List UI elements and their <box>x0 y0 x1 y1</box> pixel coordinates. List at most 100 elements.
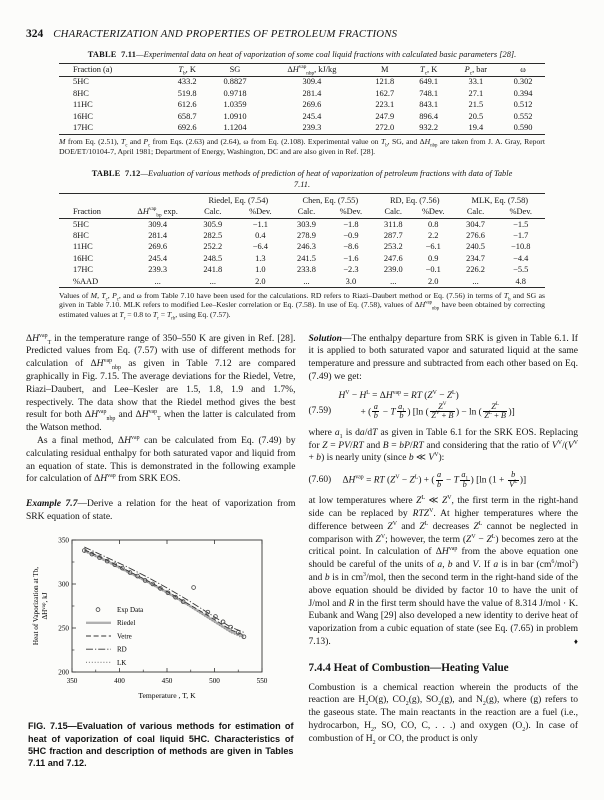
group-header-cell: Chen, Eq. (7.55) <box>302 195 359 205</box>
group-header-cell: MLK, Eq. (7.58) <box>471 195 529 205</box>
data-cell: 0.9718 <box>223 88 247 98</box>
table-7-11-block: TABLE 7.11—Experimental data on heat of … <box>59 50 545 156</box>
paragraph-low-temperatures: at low temperatures where ZL ≪ ZV, the f… <box>308 495 579 648</box>
data-cell: 0.8827 <box>223 77 247 87</box>
svg-text:200: 200 <box>58 668 69 676</box>
data-cell: −4.4 <box>513 253 529 263</box>
table-header-row: Fraction ΔHvapbp exp. Calc. %Dev. Calc. %Dev.… <box>59 206 545 219</box>
data-cell: 692.6 <box>177 122 197 132</box>
data-cell: 16HC <box>73 111 94 121</box>
y-axis-label-line1: Heat of Vaporization at Tb, <box>32 566 40 644</box>
data-cell: 305.9 <box>203 219 223 229</box>
y-axis-label-line2: ΔHvap, kJ <box>41 592 49 619</box>
equation-7-59: HV − HL = ΔHvap = RT (ZV − ZL) (7.59) + … <box>309 390 579 421</box>
svg-text:400: 400 <box>114 677 125 685</box>
running-head: 324 CHARACTERIZATION AND PROPERTIES OF P… <box>26 28 578 40</box>
data-cell: 248.5 <box>203 253 223 263</box>
data-cell: 121.8 <box>375 77 395 87</box>
data-cell: 0.302 <box>513 77 533 87</box>
header-cell: %Dev. <box>496 206 545 219</box>
axes: 350 400 450 500 550 200 250 300 350 <box>58 536 268 685</box>
data-cell: −8.6 <box>343 242 359 252</box>
table-row: 17HC 239.3 241.8 1.0 233.8 −2.3 239.0 −0.1 226.2… <box>59 265 545 276</box>
table-7-11-title: TABLE 7.11—Experimental data on heat of … <box>87 50 517 59</box>
legend: Exp Data Riedel Vetre RD LK <box>86 606 144 666</box>
data-cell: −1.8 <box>343 219 359 229</box>
svg-text:550: 550 <box>257 677 268 685</box>
paragraph-solution: Solution—The enthalpy departure from SRK… <box>308 332 579 382</box>
header-cell: Tb, K <box>165 63 210 77</box>
data-cell: −6.4 <box>252 242 268 252</box>
header-cell: %Dev. <box>411 206 455 219</box>
data-cell: 433.2 <box>177 77 197 87</box>
data-cell: 223.1 <box>375 100 395 110</box>
paragraph-combustion: Combustion is a chemical reaction wherei… <box>308 681 579 746</box>
data-cell: −0.1 <box>425 265 441 275</box>
data-cell: 269.6 <box>302 100 322 110</box>
data-cell: 8HC <box>73 230 89 240</box>
data-cell: 2.0 <box>427 276 439 286</box>
data-cell: 4.8 <box>515 276 526 286</box>
header-cell: Calc. <box>374 206 412 219</box>
data-cell: 162.7 <box>375 88 395 98</box>
data-cell: 843.1 <box>419 100 439 110</box>
data-cell: 282.5 <box>203 230 223 240</box>
series-lk <box>84 550 245 639</box>
plot-frame <box>71 539 263 673</box>
data-cell: 658.7 <box>177 111 197 121</box>
data-cell: 272.0 <box>375 122 395 132</box>
table-7-12-title: TABLE 7.12—Evaluation of various methods… <box>91 169 513 189</box>
group-header-cell: RD, Eq. (7.56) <box>389 195 440 205</box>
svg-text:250: 250 <box>58 624 69 632</box>
data-cell: 11HC <box>73 242 93 252</box>
series-rd <box>84 546 245 633</box>
data-cell: 245.4 <box>302 111 322 121</box>
header-cell: Tc, K <box>406 63 451 77</box>
group-header-cell: Riedel, Eq. (7.54) <box>208 195 269 205</box>
data-cell: 748.1 <box>419 88 439 98</box>
data-cell: 287.7 <box>383 230 403 240</box>
data-cell: 11HC <box>73 100 93 110</box>
data-cell: 276.6 <box>466 230 485 240</box>
group-header-cell <box>59 194 191 207</box>
right-column: Solution—The enthalpy departure from SRK… <box>309 333 579 770</box>
data-cell: 241.8 <box>203 265 223 275</box>
header-cell: %Dev. <box>234 206 286 219</box>
series-vetre <box>84 548 245 636</box>
data-cell: 1.0359 <box>223 100 247 110</box>
two-column-body: ΔHvapT in the temperature range of 350–5… <box>26 332 579 770</box>
data-cell: −2.3 <box>343 265 359 275</box>
data-cell: 3.0 <box>345 276 357 286</box>
svg-text:300: 300 <box>58 580 69 588</box>
header-cell: ΔHvapnbp, kJ/kg <box>260 63 363 77</box>
svg-text:Vetre: Vetre <box>117 632 132 640</box>
data-cell: 253.2 <box>383 242 403 252</box>
data-cell: 612.6 <box>177 100 197 110</box>
header-cell: SG <box>209 63 261 77</box>
data-cell: 5HC <box>73 77 89 87</box>
data-cell: 278.9 <box>297 230 316 240</box>
data-cell: 1.0910 <box>223 111 247 121</box>
data-cell: ... <box>303 276 310 286</box>
table-7-12-footnote: Values of M, Tc, Pc, and ω from Table 7.… <box>59 290 545 322</box>
data-cell: 303.9 <box>297 219 316 229</box>
table-row: 11HC 269.6 252.2 −6.4 246.3 −8.6 253.2 −6.1 240.… <box>59 242 545 253</box>
equation-7-60-number: (7.60) <box>308 474 332 485</box>
data-cell: −1.5 <box>513 219 529 229</box>
data-cell: 2.0 <box>255 276 266 286</box>
data-cell: 0.512 <box>513 100 533 110</box>
data-cell: ... <box>209 276 216 286</box>
table-row: 16HC 245.4 248.5 1.3 241.5 −1.6 247.6 0.9 234.7 −… <box>59 253 545 264</box>
data-cell: 245.4 <box>148 253 168 263</box>
table-header-row: Fraction (a) Tb, K SG ΔHvapnbp, kJ/kg M Tc, K… <box>59 63 545 77</box>
data-cell: 932.2 <box>419 122 439 132</box>
svg-text:450: 450 <box>162 677 173 685</box>
data-cell: 21.5 <box>468 100 484 110</box>
equation-7-59-line1: HV − HL = ΔHvap = RT (ZV − ZL) <box>338 389 459 401</box>
data-cell: −5.5 <box>513 265 529 275</box>
data-cell: 246.3 <box>297 242 316 252</box>
figure-7-15-caption: FIG. 7.15—Evaluation of various methods … <box>28 721 294 769</box>
data-cell: 233.8 <box>297 265 316 275</box>
